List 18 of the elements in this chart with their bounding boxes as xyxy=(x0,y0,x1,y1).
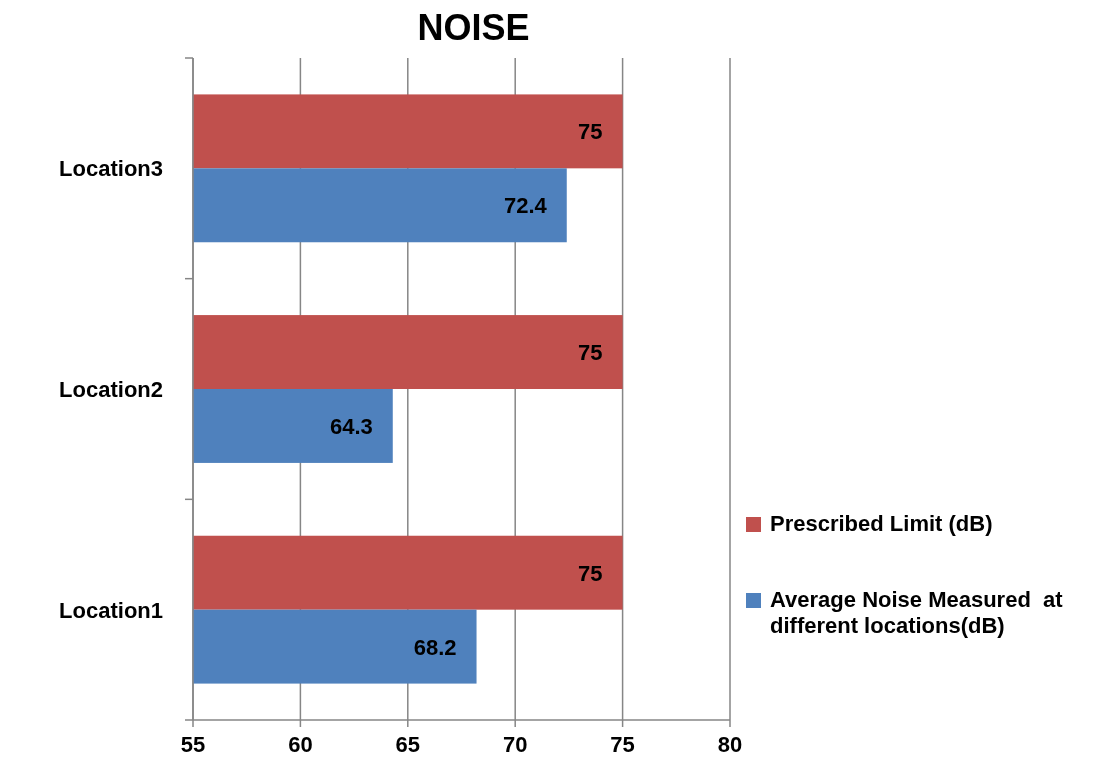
data-label: 75 xyxy=(578,340,603,366)
x-tick-label: 55 xyxy=(180,732,206,757)
data-label: 75 xyxy=(578,560,603,586)
x-tick-label: 60 xyxy=(288,732,313,757)
data-label: 64.3 xyxy=(329,413,373,439)
y-tick-label: Location1 xyxy=(59,597,163,623)
data-label: 72.4 xyxy=(503,193,548,219)
y-tick-label: Location3 xyxy=(59,156,163,182)
legend-label: Average Noise Measured at different locations(dB) xyxy=(770,587,1064,638)
y-tick-label: Location2 xyxy=(59,377,163,402)
data-label: 75 xyxy=(578,119,603,145)
data-label: 68.2 xyxy=(413,634,457,660)
x-tick-label: 70 xyxy=(502,732,528,757)
x-tick-label: 75 xyxy=(610,732,635,757)
x-tick-label: 65 xyxy=(395,732,421,757)
x-tick-label: 80 xyxy=(717,732,743,757)
legend-label: Prescribed Limit (dB) xyxy=(770,511,993,536)
chart-title: NOISE xyxy=(417,7,530,48)
